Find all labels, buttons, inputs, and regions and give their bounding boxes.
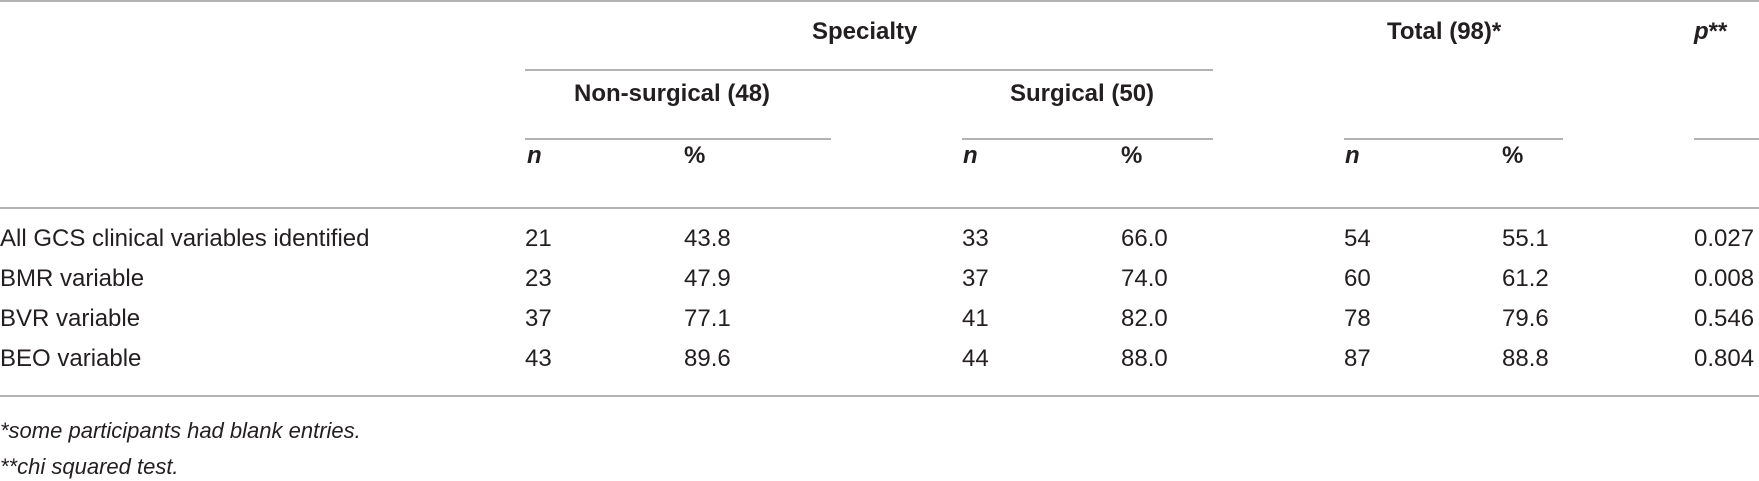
cell-ns-pct: 89.6 bbox=[684, 345, 731, 372]
row-label: BMR variable bbox=[0, 265, 145, 292]
cell-ns-n: 21 bbox=[525, 225, 552, 252]
specialty-rule bbox=[525, 69, 1213, 71]
header-total: Total (98)* bbox=[1387, 18, 1502, 45]
cell-s-pct: 74.0 bbox=[1121, 265, 1168, 292]
header-specialty: Specialty bbox=[812, 18, 918, 45]
cell-s-pct: 66.0 bbox=[1121, 225, 1168, 252]
col-s-pct: % bbox=[1121, 142, 1143, 169]
cell-s-n: 44 bbox=[962, 345, 989, 372]
header-p: p** bbox=[1694, 18, 1727, 46]
cell-t-pct: 79.6 bbox=[1502, 305, 1549, 332]
cell-ns-n: 37 bbox=[525, 305, 552, 332]
cell-t-pct: 55.1 bbox=[1502, 225, 1549, 252]
cell-s-pct: 82.0 bbox=[1121, 305, 1168, 332]
col-t-n: n bbox=[1345, 142, 1360, 169]
row-label: BEO variable bbox=[0, 345, 142, 372]
footnote-chi-squared: **chi squared test. bbox=[0, 454, 179, 479]
cell-ns-n: 43 bbox=[525, 345, 552, 372]
header-surgical: Surgical (50) bbox=[1010, 80, 1155, 107]
non-surgical-rule bbox=[525, 138, 831, 140]
col-ns-pct: % bbox=[684, 142, 706, 169]
cell-ns-pct: 43.8 bbox=[684, 225, 731, 252]
cell-ns-pct: 77.1 bbox=[684, 305, 731, 332]
cell-p: 0.804 bbox=[1694, 345, 1755, 372]
table-top-rule bbox=[0, 0, 1759, 2]
header-p-letter: p bbox=[1694, 18, 1709, 45]
total-rule bbox=[1344, 138, 1563, 140]
cell-s-n: 41 bbox=[962, 305, 989, 332]
col-ns-n: n bbox=[527, 142, 542, 169]
row-label: All GCS clinical variables identified bbox=[0, 225, 370, 252]
cell-ns-n: 23 bbox=[525, 265, 552, 292]
header-bottom-rule bbox=[0, 207, 1759, 209]
cell-t-n: 87 bbox=[1344, 345, 1371, 372]
cell-t-n: 78 bbox=[1344, 305, 1371, 332]
cell-s-n: 33 bbox=[962, 225, 989, 252]
cell-s-pct: 88.0 bbox=[1121, 345, 1168, 372]
cell-t-n: 54 bbox=[1344, 225, 1371, 252]
header-p-suffix: ** bbox=[1708, 18, 1728, 45]
col-t-pct: % bbox=[1502, 142, 1524, 169]
header-non-surgical: Non-surgical (48) bbox=[574, 80, 771, 107]
surgical-rule bbox=[962, 138, 1213, 140]
col-s-n: n bbox=[963, 142, 978, 169]
cell-s-n: 37 bbox=[962, 265, 989, 292]
cell-ns-pct: 47.9 bbox=[684, 265, 731, 292]
footnote-blank-entries: *some participants had blank entries. bbox=[0, 418, 361, 443]
cell-t-pct: 88.8 bbox=[1502, 345, 1549, 372]
cell-p: 0.027 bbox=[1694, 225, 1755, 252]
cell-p: 0.008 bbox=[1694, 265, 1755, 292]
cell-t-pct: 61.2 bbox=[1502, 265, 1549, 292]
table-bottom-rule bbox=[0, 395, 1759, 397]
cell-p: 0.546 bbox=[1694, 305, 1755, 332]
row-label: BVR variable bbox=[0, 305, 141, 332]
p-rule bbox=[1694, 138, 1759, 140]
cell-t-n: 60 bbox=[1344, 265, 1371, 292]
